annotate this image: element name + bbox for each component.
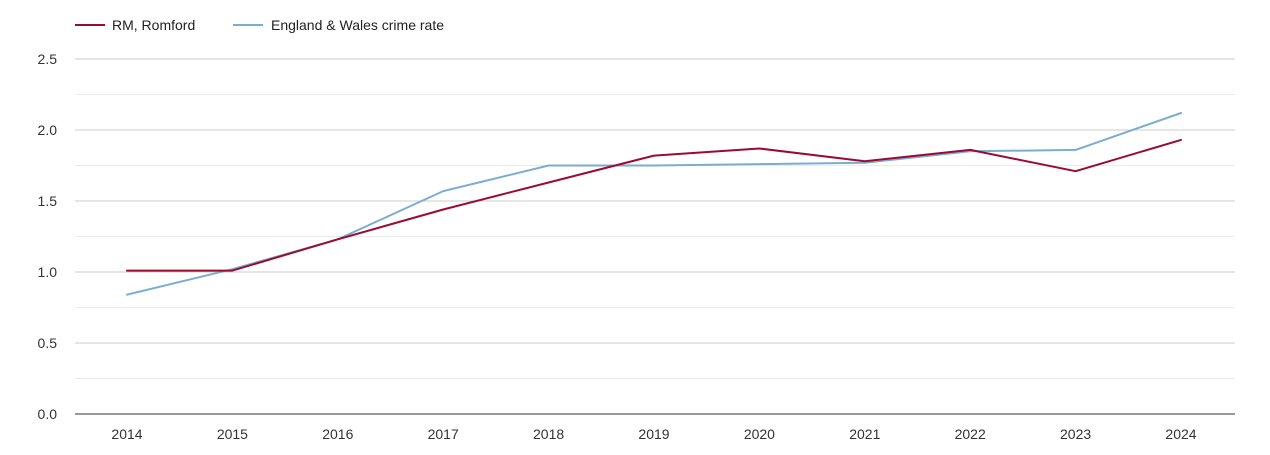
legend-item-romford[interactable]: RM, Romford bbox=[75, 17, 195, 33]
x-tick-label: 2014 bbox=[111, 426, 142, 442]
y-tick-label: 1.0 bbox=[38, 264, 58, 280]
y-axis-ticks: 0.0 0.5 1.0 1.5 2.0 2.5 bbox=[38, 51, 58, 422]
legend: RM, Romford England & Wales crime rate bbox=[75, 17, 444, 33]
x-tick-label: 2016 bbox=[322, 426, 353, 442]
x-tick-label: 2017 bbox=[428, 426, 459, 442]
x-tick-label: 2021 bbox=[849, 426, 880, 442]
x-tick-label: 2024 bbox=[1165, 426, 1196, 442]
series-layer bbox=[126, 112, 1182, 296]
y-tick-label: 2.5 bbox=[38, 51, 58, 67]
y-tick-label: 0.0 bbox=[38, 406, 58, 422]
legend-label-england-wales: England & Wales crime rate bbox=[271, 17, 444, 33]
series-line-rm-romford bbox=[126, 138, 1182, 272]
x-axis-ticks: 2014 2015 2016 2017 2018 2019 2020 2021 2022 2023… bbox=[111, 426, 1196, 442]
series-line-england-wales-crime-rate bbox=[126, 112, 1182, 296]
x-tick-label: 2020 bbox=[744, 426, 775, 442]
legend-label-romford: RM, Romford bbox=[112, 17, 195, 33]
legend-item-england-wales[interactable]: England & Wales crime rate bbox=[233, 17, 444, 33]
y-tick-label: 1.5 bbox=[38, 193, 58, 209]
grid bbox=[75, 58, 1235, 379]
x-tick-label: 2019 bbox=[638, 426, 669, 442]
y-tick-label: 2.0 bbox=[38, 122, 58, 138]
x-tick-label: 2023 bbox=[1060, 426, 1091, 442]
x-tick-label: 2015 bbox=[217, 426, 248, 442]
x-tick-label: 2022 bbox=[955, 426, 986, 442]
x-tick-label: 2018 bbox=[533, 426, 564, 442]
y-tick-label: 0.5 bbox=[38, 335, 58, 351]
